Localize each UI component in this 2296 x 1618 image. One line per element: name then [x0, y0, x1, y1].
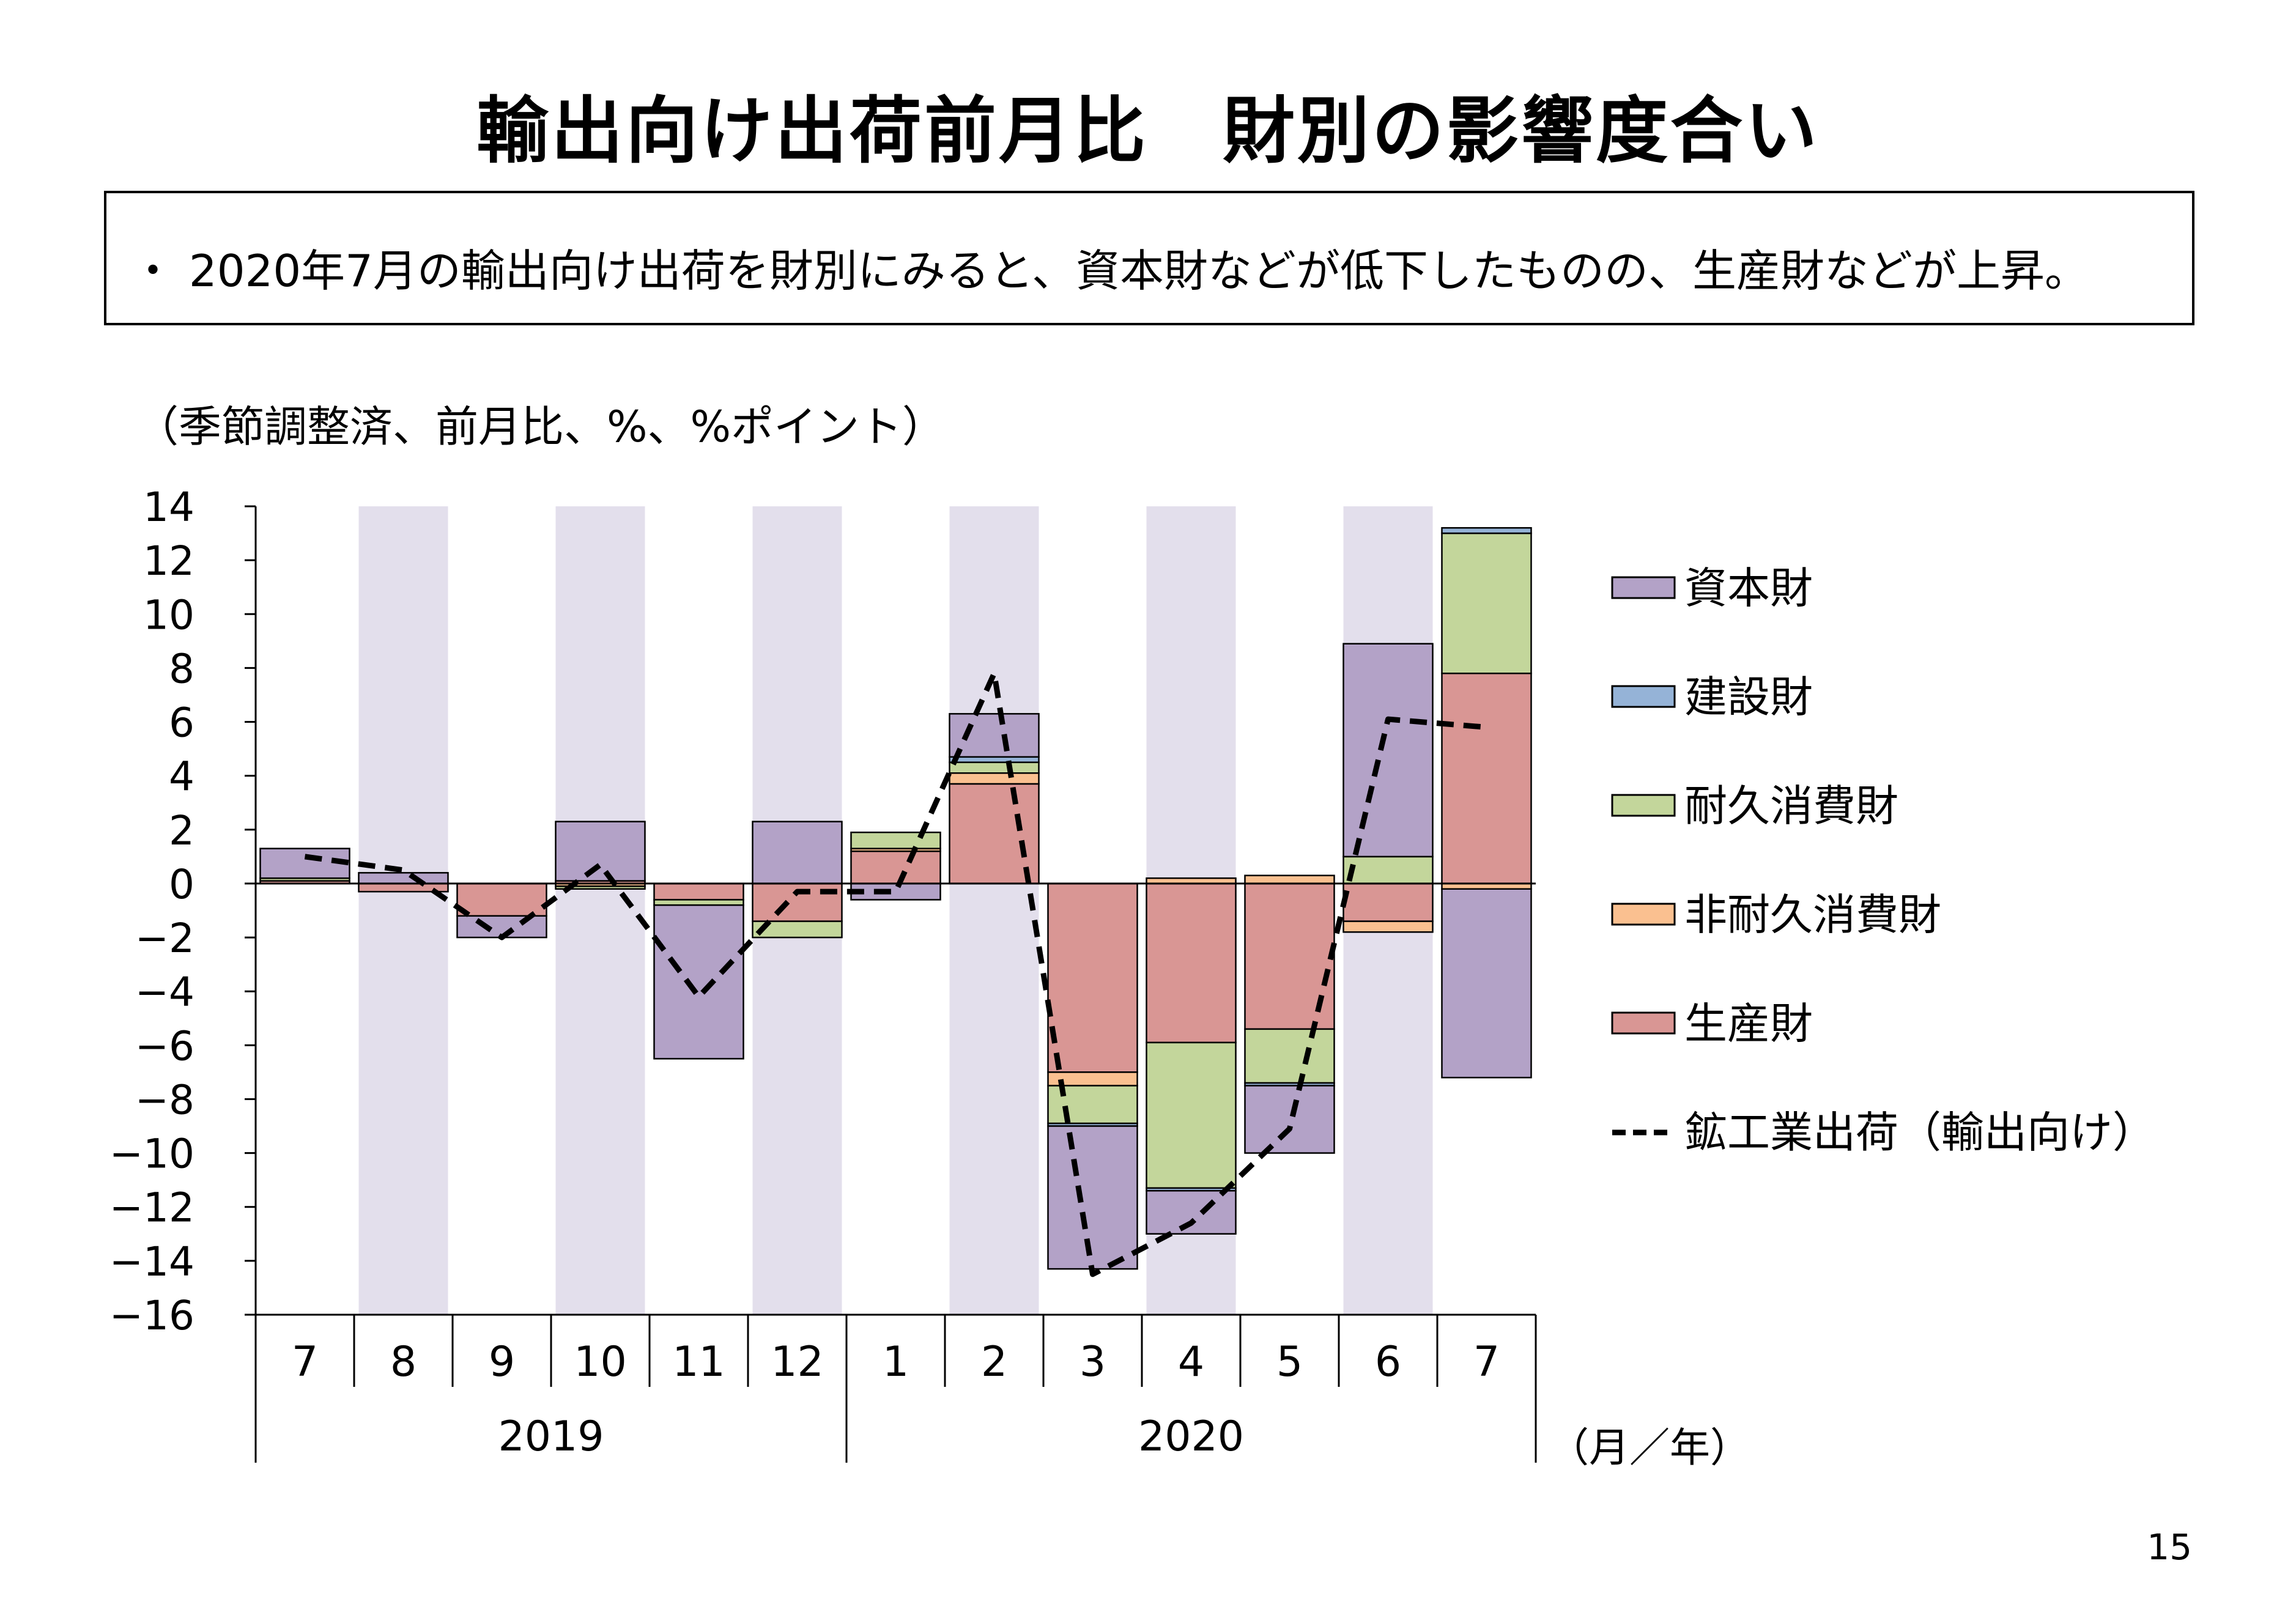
legend-label: 耐久消費財: [1684, 781, 1898, 831]
y-tick-label: 2: [169, 807, 194, 854]
bar-segment: [358, 872, 449, 885]
y-tick-label: −12: [109, 1184, 194, 1232]
y-tick-label: 0: [169, 861, 194, 908]
x-tick-label: 10: [574, 1338, 627, 1386]
bar-segment: [949, 772, 1040, 785]
y-tick-label: −8: [135, 1076, 194, 1123]
legend-swatch: [1611, 1011, 1676, 1035]
y-tick-label: −14: [109, 1238, 194, 1285]
shaded-band: [358, 506, 448, 1315]
page-number: 15: [2147, 1526, 2192, 1568]
legend-swatch: [1611, 576, 1676, 599]
x-tick-label: 5: [1276, 1338, 1303, 1386]
bar-segment: [456, 915, 547, 939]
x-tick-label: 2: [981, 1338, 1007, 1386]
legend-swatch: [1611, 903, 1676, 926]
legend-swatch: [1611, 794, 1676, 817]
bar-segment: [1342, 920, 1434, 933]
legend-label: 非耐久消費財: [1684, 890, 1941, 940]
bar-segment: [949, 756, 1040, 763]
page-title: 輸出向け出荷前月比 財別の影響度合い: [476, 89, 1820, 173]
bar-segment: [653, 899, 744, 906]
y-tick-label: 14: [143, 484, 194, 531]
y-tick-label: 12: [143, 537, 194, 585]
x-tick-label: 1: [883, 1338, 909, 1386]
y-tick-label: −10: [109, 1131, 194, 1178]
x-unit-label: （月／年）: [1549, 1424, 1750, 1471]
bar-segment: [1441, 527, 1532, 534]
summary-box: ・ 2020年7月の輸出向け出荷を財別にみると、資本財などが低下したものの、生産…: [104, 191, 2194, 325]
bar-segment: [752, 821, 843, 885]
bar-segment: [1342, 643, 1434, 858]
y-tick-label: −6: [135, 1022, 194, 1069]
y-tick-label: −2: [135, 915, 194, 962]
bar-segment: [1146, 1190, 1237, 1235]
bar-segment: [1441, 888, 1532, 1079]
shaded-band: [555, 506, 645, 1315]
y-tick-label: 10: [143, 591, 194, 638]
x-tick-label: 4: [1178, 1338, 1204, 1386]
shipment-line-series: [304, 670, 1487, 1277]
bar-segment: [653, 882, 744, 901]
x-tick-label: 8: [390, 1338, 417, 1386]
y-tick-label: 4: [169, 753, 194, 800]
y-tick-label: 8: [169, 645, 194, 692]
legend-swatch: [1611, 685, 1676, 708]
bar-segment: [1342, 882, 1434, 922]
bar-segment: [653, 904, 744, 1060]
bar-segment: [1441, 532, 1532, 674]
unit-note: （季節調整済、前月比、%、%ポイント）: [136, 402, 946, 452]
year-label: 2019: [498, 1413, 604, 1461]
legend-label: 鉱工業出荷（輸出向け）: [1684, 1107, 2155, 1158]
bar-segment: [1441, 672, 1532, 885]
x-tick-label: 3: [1079, 1338, 1106, 1386]
legend-label: 建設財: [1684, 672, 1813, 722]
x-tick-label: 9: [489, 1338, 515, 1386]
shaded-band: [949, 506, 1039, 1315]
x-tick-label: 7: [292, 1338, 318, 1386]
x-tick-label: 7: [1473, 1338, 1500, 1386]
bar-segment: [1244, 1028, 1335, 1084]
bar-segment: [1146, 882, 1237, 1044]
y-tick-label: −16: [109, 1292, 194, 1339]
legend-label: 資本財: [1684, 563, 1813, 613]
bar-segment: [1047, 1125, 1138, 1270]
bar-segment: [1244, 1085, 1335, 1154]
y-tick-label: −4: [135, 969, 194, 1016]
summary-text: ・ 2020年7月の輸出向け出荷を財別にみると、資本財などが低下したものの、生産…: [131, 245, 2089, 297]
bar-segment: [1244, 874, 1335, 885]
bar-segment: [752, 920, 843, 939]
x-tick-label: 11: [672, 1338, 725, 1386]
bar-segment: [555, 885, 646, 890]
bar-segment: [456, 882, 547, 917]
bar-segment: [850, 831, 941, 849]
x-tick-label: 12: [771, 1338, 824, 1386]
bar-segment: [850, 850, 941, 885]
bar-segment: [1047, 882, 1138, 1073]
bar-segments: [259, 527, 1532, 1270]
legend-label: 生産財: [1684, 999, 1813, 1049]
bar-segment: [555, 821, 646, 882]
bar-segment: [949, 761, 1040, 774]
bar-segment: [949, 713, 1040, 758]
bar-segment: [1146, 1041, 1237, 1189]
x-tick-label: 6: [1375, 1338, 1401, 1386]
y-tick-label: 6: [169, 700, 194, 747]
year-label: 2020: [1138, 1413, 1244, 1461]
bar-segment: [1342, 855, 1434, 885]
shipment-line: [304, 670, 1487, 1277]
